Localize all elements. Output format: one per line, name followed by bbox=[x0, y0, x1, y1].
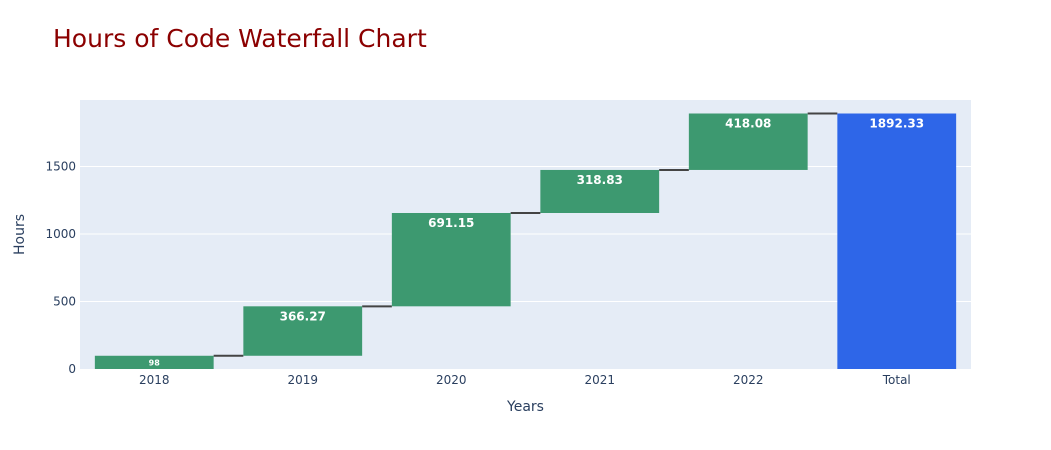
bar-value-label: 366.27 bbox=[280, 309, 326, 323]
y-tick-label: 1000 bbox=[45, 227, 76, 241]
y-tick-label: 1500 bbox=[45, 159, 76, 173]
x-tick-label: 2022 bbox=[733, 373, 764, 387]
x-tick-label: Total bbox=[882, 373, 911, 387]
bar-2019 bbox=[243, 306, 363, 356]
bar-Total bbox=[837, 113, 957, 370]
bar-value-label: 318.83 bbox=[577, 173, 623, 187]
bar-value-label: 418.08 bbox=[725, 117, 771, 131]
plot-area bbox=[80, 100, 971, 369]
y-tick-label: 0 bbox=[68, 362, 76, 376]
x-tick-label: 2018 bbox=[139, 373, 170, 387]
x-tick-label: 2021 bbox=[584, 373, 615, 387]
y-tick-label: 500 bbox=[53, 294, 76, 308]
x-axis-title: Years bbox=[506, 399, 544, 415]
bar-2020 bbox=[391, 212, 511, 307]
bar-2021 bbox=[540, 169, 660, 213]
x-tick-label: 2020 bbox=[436, 373, 467, 387]
y-axis-title: Hours bbox=[12, 214, 28, 255]
bar-value-label: 98 bbox=[149, 358, 161, 367]
x-tick-label: 2019 bbox=[287, 373, 318, 387]
bar-value-label: 1892.33 bbox=[869, 117, 924, 131]
bar-2022 bbox=[688, 113, 808, 170]
chart-title: Hours of Code Waterfall Chart bbox=[53, 24, 427, 53]
bar-2018 bbox=[94, 355, 214, 369]
bar-value-label: 691.15 bbox=[428, 216, 474, 230]
